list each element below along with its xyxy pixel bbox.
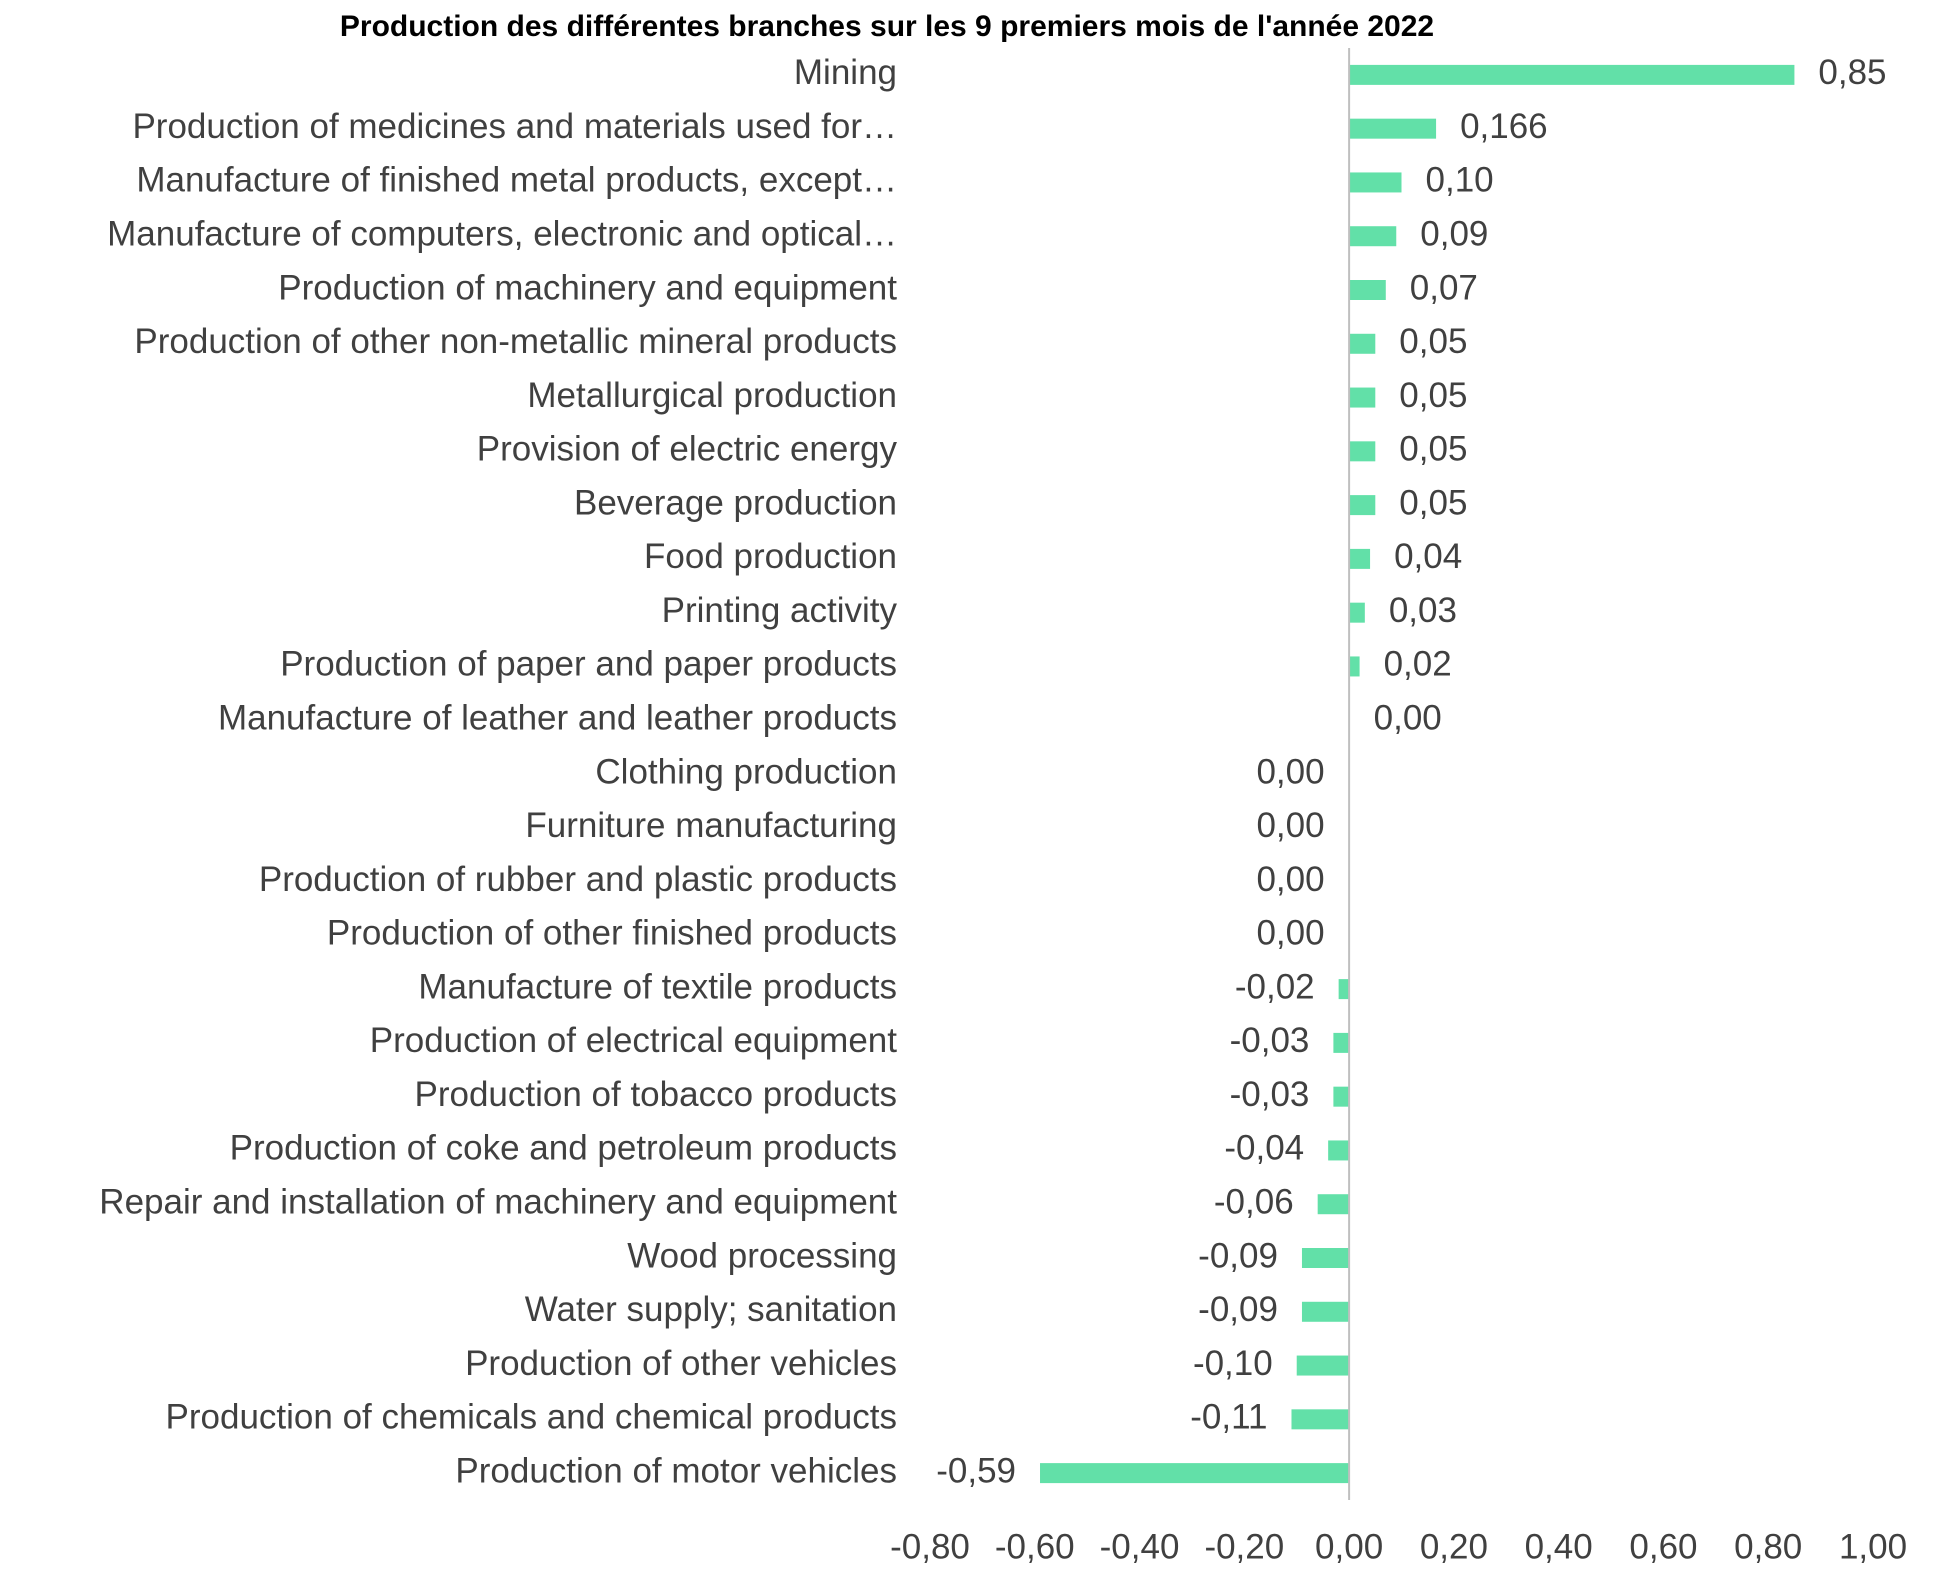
data-label: 0,07 (1410, 268, 1478, 307)
data-label: 0,05 (1399, 483, 1467, 522)
x-tick-label: 0,80 (1734, 1527, 1802, 1566)
data-label: 0,00 (1256, 860, 1324, 899)
bar (1349, 64, 1795, 85)
data-label: -0,59 (936, 1451, 1016, 1490)
y-tick-label: Repair and installation of machinery and… (99, 1182, 897, 1221)
data-label: -0,10 (1193, 1344, 1273, 1383)
data-label: 0,00 (1256, 914, 1324, 953)
chart-title: Production des différentes branches sur … (340, 10, 1434, 43)
bar (1301, 1301, 1350, 1322)
data-label: -0,06 (1214, 1182, 1294, 1221)
y-tick-label: Printing activity (662, 591, 898, 630)
x-tick-label: 1,00 (1839, 1527, 1907, 1566)
bar (1349, 602, 1365, 623)
y-tick-label: Production of chemicals and chemical pro… (166, 1398, 897, 1437)
data-label: -0,11 (1190, 1398, 1267, 1437)
y-tick-label: Mining (794, 53, 897, 92)
y-tick-label: Wood processing (627, 1236, 897, 1275)
bar (1291, 1409, 1350, 1430)
bar (1333, 1086, 1350, 1107)
data-label: 0,04 (1394, 537, 1462, 576)
y-tick-label: Clothing production (595, 752, 897, 791)
x-tick-label: 0,60 (1629, 1527, 1697, 1566)
x-tick-label: 0,40 (1525, 1527, 1593, 1566)
y-tick-label: Production of rubber and plastic product… (259, 860, 897, 899)
data-label: 0,05 (1399, 322, 1467, 361)
data-label: 0,02 (1384, 645, 1452, 684)
data-label: -0,09 (1198, 1290, 1278, 1329)
bar (1349, 172, 1402, 193)
bar (1349, 226, 1397, 247)
data-label: 0,00 (1256, 806, 1324, 845)
y-tick-label: Furniture manufacturing (525, 806, 897, 845)
data-label: 0,85 (1818, 53, 1886, 92)
bar (1328, 1140, 1350, 1161)
bar (1317, 1194, 1350, 1215)
data-label: 0,10 (1426, 161, 1494, 200)
bar (1349, 656, 1360, 677)
data-label: 0,09 (1420, 214, 1488, 253)
y-tick-label: Production of medicines and materials us… (132, 107, 897, 146)
x-tick-label: -0,80 (890, 1527, 970, 1566)
data-label: 0,05 (1399, 430, 1467, 469)
x-tick-label: -0,60 (995, 1527, 1075, 1566)
y-tick-label: Water supply; sanitation (525, 1290, 897, 1329)
data-label: 0,03 (1389, 591, 1457, 630)
y-tick-label: Provision of electric energy (477, 430, 898, 469)
bar (1040, 1463, 1350, 1484)
x-tick-label: 0,00 (1315, 1527, 1383, 1566)
y-tick-label: Food production (644, 537, 897, 576)
y-tick-label: Production of electrical equipment (370, 1021, 898, 1060)
bar (1349, 548, 1371, 569)
y-tick-label: Beverage production (574, 483, 897, 522)
data-label: 0,166 (1460, 107, 1548, 146)
data-label: -0,03 (1230, 1075, 1310, 1114)
x-tick-label: 0,20 (1420, 1527, 1488, 1566)
bar (1349, 280, 1386, 300)
y-tick-label: Manufacture of textile products (418, 967, 897, 1006)
data-label: -0,04 (1224, 1129, 1304, 1168)
data-label: 0,00 (1374, 698, 1442, 737)
y-tick-label: Production of other vehicles (465, 1344, 897, 1383)
x-tick-label: -0,40 (1100, 1527, 1180, 1566)
bar (1301, 1248, 1350, 1268)
data-label: -0,03 (1230, 1021, 1310, 1060)
y-tick-label: Manufacture of leather and leather produ… (218, 698, 897, 737)
x-tick-label: -0,20 (1204, 1527, 1284, 1566)
y-tick-label: Production of paper and paper products (280, 645, 897, 684)
data-label: 0,05 (1399, 376, 1467, 415)
bar (1333, 1032, 1350, 1053)
data-label: -0,02 (1235, 967, 1315, 1006)
bar (1338, 979, 1350, 1000)
y-tick-label: Production of motor vehicles (455, 1451, 897, 1490)
y-tick-label: Production of tobacco products (414, 1075, 897, 1114)
bar (1349, 333, 1376, 354)
bar (1296, 1355, 1350, 1376)
bar (1349, 441, 1376, 462)
y-tick-label: Production of machinery and equipment (278, 268, 897, 307)
y-tick-label: Manufacture of computers, electronic and… (107, 214, 897, 253)
y-tick-label: Production of coke and petroleum product… (230, 1129, 897, 1168)
data-label: 0,00 (1256, 752, 1324, 791)
bar (1349, 495, 1376, 516)
y-tick-label: Metallurgical production (527, 376, 897, 415)
data-label: -0,09 (1198, 1236, 1278, 1275)
bar (1349, 387, 1376, 408)
y-tick-label: Production of other finished products (327, 914, 897, 953)
y-tick-label: Production of other non-metallic mineral… (134, 322, 897, 361)
y-tick-label: Manufacture of finished metal products, … (136, 161, 897, 200)
bar (1349, 118, 1437, 139)
